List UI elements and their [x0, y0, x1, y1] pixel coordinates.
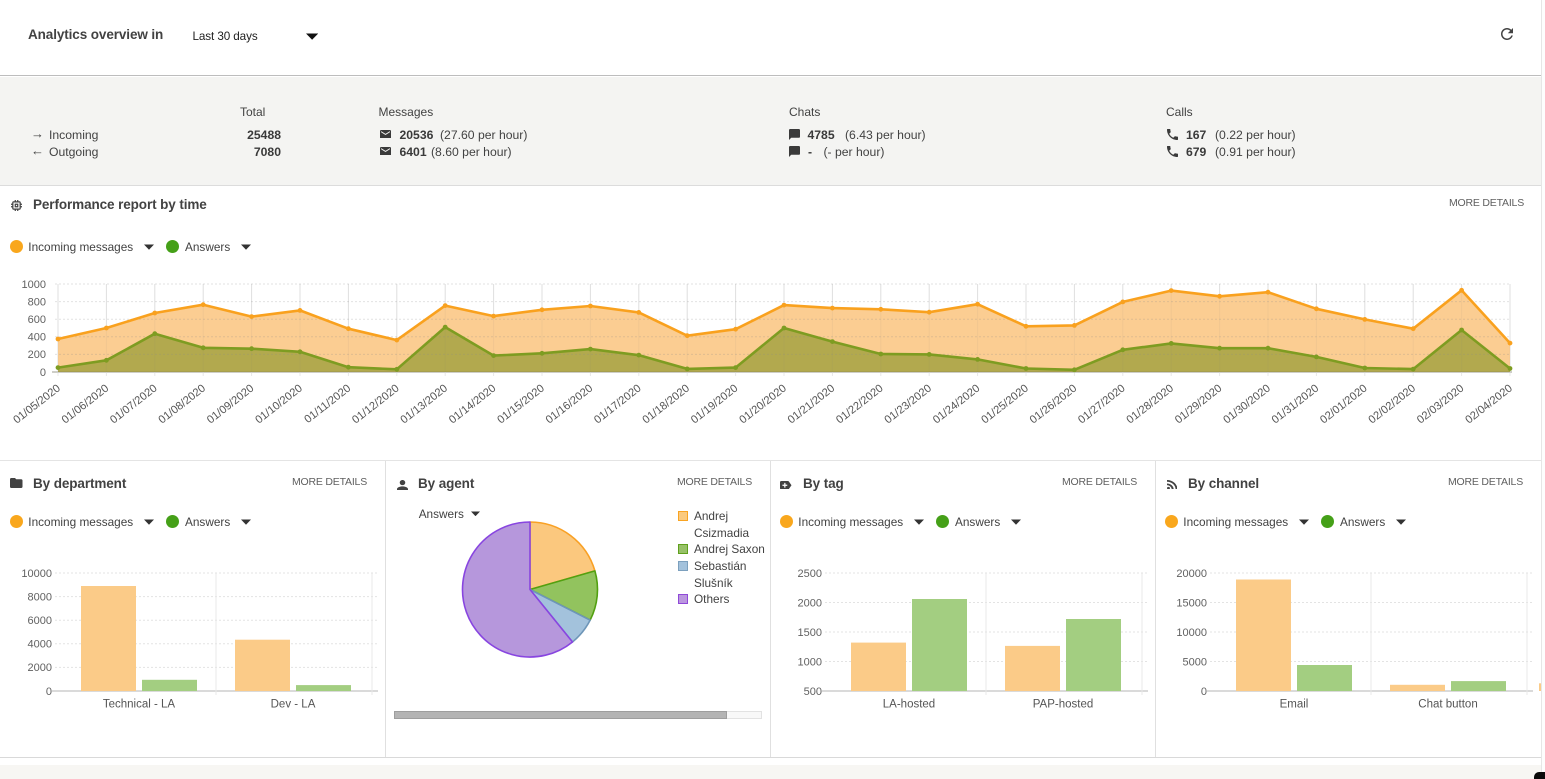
svg-text:2500: 2500	[798, 568, 822, 580]
svg-text:LA-hosted: LA-hosted	[883, 699, 935, 711]
svg-text:6000: 6000	[28, 615, 52, 627]
svg-text:01/25/2020: 01/25/2020	[979, 382, 1031, 426]
svg-text:01/28/2020: 01/28/2020	[1125, 382, 1177, 426]
svg-text:01/18/2020: 01/18/2020	[641, 382, 693, 426]
svg-text:01/20/2020: 01/20/2020	[737, 382, 789, 426]
svg-text:01/30/2020: 01/30/2020	[1221, 382, 1273, 426]
svg-text:01/07/2020: 01/07/2020	[108, 382, 160, 426]
svg-text:01/27/2020: 01/27/2020	[1076, 382, 1128, 426]
svg-text:01/26/2020: 01/26/2020	[1028, 382, 1080, 426]
svg-text:01/22/2020: 01/22/2020	[834, 382, 886, 426]
svg-text:01/05/2020: 01/05/2020	[11, 382, 63, 426]
svg-text:02/01/2020: 02/01/2020	[1318, 382, 1370, 426]
svg-text:Dev - LA: Dev - LA	[271, 699, 316, 711]
svg-text:01/15/2020: 01/15/2020	[495, 382, 547, 426]
svg-text:2000: 2000	[798, 597, 822, 609]
svg-text:5000: 5000	[1183, 656, 1207, 668]
svg-text:01/19/2020: 01/19/2020	[689, 382, 741, 426]
svg-text:01/09/2020: 01/09/2020	[205, 382, 257, 426]
svg-text:01/21/2020: 01/21/2020	[786, 382, 838, 426]
svg-text:400: 400	[28, 332, 46, 344]
svg-text:0: 0	[40, 367, 46, 379]
svg-text:01/23/2020: 01/23/2020	[883, 382, 935, 426]
svg-text:0: 0	[46, 686, 52, 698]
svg-text:800: 800	[28, 296, 46, 308]
svg-text:0: 0	[1201, 686, 1207, 698]
svg-text:500: 500	[804, 686, 822, 698]
svg-text:10000: 10000	[1176, 627, 1207, 639]
svg-text:Email: Email	[1280, 699, 1309, 711]
svg-text:01/06/2020: 01/06/2020	[60, 382, 112, 426]
svg-text:Technical - LA: Technical - LA	[103, 699, 176, 711]
svg-text:PAP-hosted: PAP-hosted	[1033, 699, 1094, 711]
svg-text:1000: 1000	[798, 656, 822, 668]
svg-text:01/29/2020: 01/29/2020	[1173, 382, 1225, 426]
svg-text:01/13/2020: 01/13/2020	[399, 382, 451, 426]
svg-text:01/16/2020: 01/16/2020	[544, 382, 596, 426]
svg-text:01/12/2020: 01/12/2020	[350, 382, 402, 426]
svg-text:02/03/2020: 02/03/2020	[1415, 382, 1467, 426]
svg-text:01/08/2020: 01/08/2020	[157, 382, 209, 426]
svg-text:10000: 10000	[21, 568, 52, 580]
svg-text:2000: 2000	[28, 662, 52, 674]
svg-text:1500: 1500	[798, 627, 822, 639]
svg-text:02/02/2020: 02/02/2020	[1367, 382, 1419, 426]
svg-text:15000: 15000	[1176, 597, 1207, 609]
svg-text:1000: 1000	[22, 279, 46, 291]
svg-text:200: 200	[28, 349, 46, 361]
svg-text:01/10/2020: 01/10/2020	[253, 382, 305, 426]
svg-text:01/14/2020: 01/14/2020	[447, 382, 499, 426]
svg-text:600: 600	[28, 314, 46, 326]
svg-text:8000: 8000	[28, 591, 52, 603]
svg-text:01/24/2020: 01/24/2020	[931, 382, 983, 426]
svg-text:02/04/2020: 02/04/2020	[1463, 382, 1515, 426]
svg-text:20000: 20000	[1176, 568, 1207, 580]
svg-text:4000: 4000	[28, 639, 52, 651]
svg-text:01/17/2020: 01/17/2020	[592, 382, 644, 426]
svg-text:Chat button: Chat button	[1418, 699, 1477, 711]
svg-text:01/31/2020: 01/31/2020	[1270, 382, 1322, 426]
svg-text:01/11/2020: 01/11/2020	[302, 382, 353, 425]
